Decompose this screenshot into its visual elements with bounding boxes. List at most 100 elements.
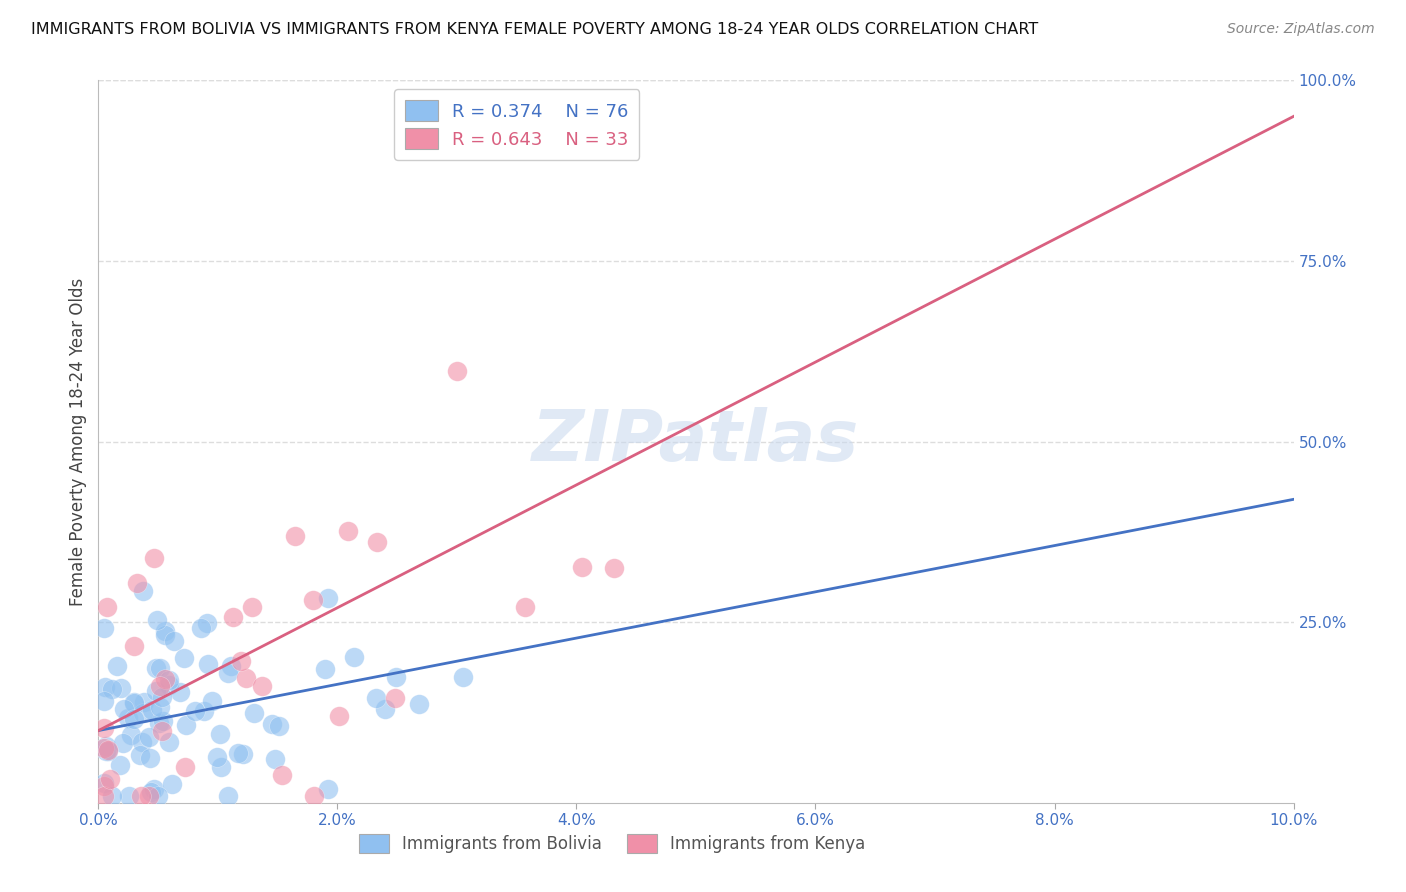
Point bbox=[197, 657, 219, 672]
Point bbox=[250, 679, 273, 693]
Point bbox=[148, 716, 170, 731]
Point bbox=[139, 785, 162, 799]
Point bbox=[385, 670, 408, 684]
Point bbox=[195, 615, 218, 630]
Point bbox=[155, 672, 177, 686]
Point bbox=[153, 627, 176, 641]
Point bbox=[169, 685, 191, 699]
Point bbox=[173, 651, 195, 665]
Point bbox=[228, 747, 250, 761]
Point bbox=[446, 363, 468, 377]
Point bbox=[122, 640, 145, 654]
Point bbox=[134, 696, 156, 710]
Point bbox=[217, 789, 239, 803]
Point bbox=[232, 747, 254, 761]
Point bbox=[101, 682, 124, 697]
Point bbox=[93, 776, 115, 790]
Point bbox=[453, 670, 475, 684]
Point bbox=[93, 789, 115, 803]
Point bbox=[174, 760, 197, 774]
Point bbox=[366, 534, 388, 549]
Point bbox=[157, 734, 180, 748]
Point bbox=[159, 673, 181, 687]
Point bbox=[314, 662, 336, 676]
Point bbox=[235, 671, 257, 685]
Point bbox=[243, 706, 266, 720]
Point bbox=[127, 575, 149, 590]
Point bbox=[217, 665, 239, 680]
Point bbox=[93, 721, 115, 735]
Point bbox=[219, 658, 242, 673]
Point bbox=[209, 760, 232, 774]
Point bbox=[571, 560, 593, 574]
Point bbox=[271, 768, 294, 782]
Point bbox=[145, 661, 167, 675]
Point bbox=[153, 624, 176, 639]
Point bbox=[408, 697, 430, 711]
Point bbox=[94, 744, 117, 758]
Point bbox=[150, 723, 173, 738]
Point bbox=[316, 591, 339, 605]
Point bbox=[163, 633, 186, 648]
Point bbox=[110, 758, 132, 772]
Point bbox=[132, 584, 155, 599]
Legend: Immigrants from Bolivia, Immigrants from Kenya: Immigrants from Bolivia, Immigrants from… bbox=[353, 827, 872, 860]
Point bbox=[150, 690, 173, 704]
Point bbox=[157, 678, 180, 692]
Point bbox=[93, 780, 115, 794]
Point bbox=[263, 752, 285, 766]
Point bbox=[94, 739, 117, 753]
Text: ZIPatlas: ZIPatlas bbox=[533, 407, 859, 476]
Point bbox=[118, 789, 141, 803]
Point bbox=[96, 600, 118, 615]
Point bbox=[141, 703, 163, 717]
Point bbox=[208, 726, 231, 740]
Point bbox=[162, 777, 184, 791]
Point bbox=[129, 789, 152, 803]
Point bbox=[364, 690, 387, 705]
Point bbox=[94, 680, 117, 694]
Point bbox=[146, 789, 169, 803]
Point bbox=[138, 789, 160, 803]
Point bbox=[131, 706, 153, 720]
Point bbox=[193, 704, 215, 718]
Y-axis label: Female Poverty Among 18-24 Year Olds: Female Poverty Among 18-24 Year Olds bbox=[69, 277, 87, 606]
Point bbox=[129, 748, 152, 763]
Point bbox=[267, 719, 290, 733]
Point bbox=[262, 717, 284, 731]
Point bbox=[93, 621, 115, 635]
Point bbox=[515, 600, 537, 615]
Point bbox=[316, 781, 339, 796]
Point bbox=[101, 789, 124, 803]
Point bbox=[138, 751, 160, 765]
Point bbox=[142, 550, 165, 565]
Point bbox=[124, 695, 146, 709]
Point bbox=[138, 731, 160, 745]
Point bbox=[301, 592, 323, 607]
Text: IMMIGRANTS FROM BOLIVIA VS IMMIGRANTS FROM KENYA FEMALE POVERTY AMONG 18-24 YEAR: IMMIGRANTS FROM BOLIVIA VS IMMIGRANTS FR… bbox=[31, 22, 1038, 37]
Point bbox=[146, 613, 169, 627]
Point bbox=[148, 699, 170, 714]
Point bbox=[603, 561, 626, 575]
Point bbox=[205, 749, 228, 764]
Point bbox=[149, 661, 172, 675]
Point bbox=[284, 529, 307, 543]
Point bbox=[343, 650, 366, 665]
Point bbox=[229, 654, 252, 668]
Point bbox=[190, 621, 212, 635]
Point bbox=[112, 702, 135, 716]
Point bbox=[142, 781, 165, 796]
Point bbox=[183, 704, 205, 718]
Point bbox=[122, 712, 145, 726]
Point bbox=[240, 599, 263, 614]
Point bbox=[122, 696, 145, 710]
Point bbox=[117, 711, 139, 725]
Point bbox=[112, 736, 135, 750]
Point bbox=[152, 714, 174, 729]
Point bbox=[149, 679, 172, 693]
Point bbox=[328, 709, 350, 723]
Point bbox=[97, 744, 120, 758]
Point bbox=[131, 735, 153, 749]
Point bbox=[336, 524, 359, 538]
Point bbox=[93, 741, 115, 756]
